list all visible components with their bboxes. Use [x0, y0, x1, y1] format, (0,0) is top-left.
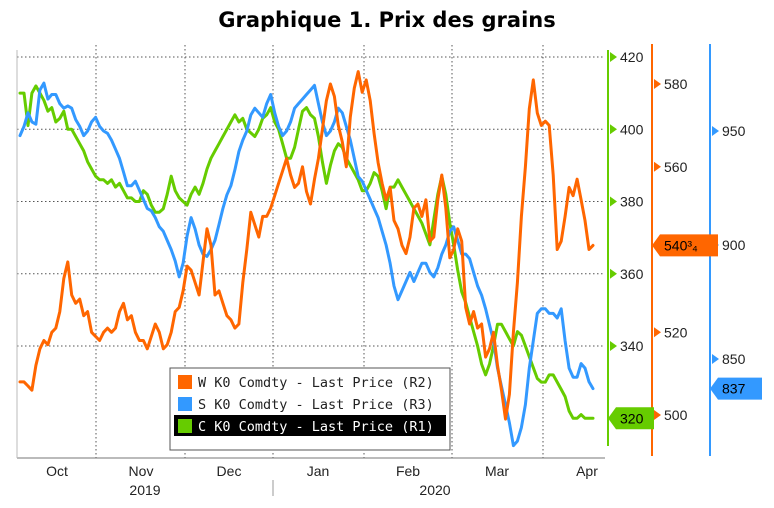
- tick-marker-icon: [610, 341, 617, 351]
- tick-marker-icon: [610, 268, 617, 279]
- legend: W K0 Comdty - Last Price (R2) S K0 Comdty…: [169, 367, 451, 451]
- series-line: [18, 84, 595, 420]
- tick-marker-icon: [712, 126, 719, 136]
- y-tick-label: 850: [722, 351, 746, 367]
- series-line: [18, 70, 595, 421]
- x-tick-label: Jan: [307, 463, 330, 479]
- x-tick-label: Feb: [396, 463, 420, 479]
- last-value-tag-box: [710, 377, 762, 400]
- y-tick-label: 400: [620, 121, 644, 137]
- y-tick-label: 360: [620, 266, 644, 282]
- last-value-tag-box: [652, 234, 718, 257]
- legend-swatch: [178, 397, 192, 411]
- tick-marker-icon: [610, 52, 617, 62]
- series-layer: [18, 70, 595, 448]
- tick-marker-icon: [610, 196, 617, 207]
- last-value-tag: 320: [608, 407, 654, 430]
- y-tick-label: 580: [664, 76, 688, 92]
- tick-marker-icon: [712, 354, 719, 364]
- y-tick-label: 900: [722, 237, 746, 253]
- x-tick-label: Dec: [217, 463, 242, 479]
- year-label: 2020: [419, 482, 450, 498]
- x-tick-label: Mar: [485, 463, 509, 479]
- legend-label: C K0 Comdty - Last Price (R1): [198, 419, 434, 435]
- last-value-tag-label: 837: [722, 381, 746, 397]
- last-value-tag: 540³₄: [652, 234, 718, 257]
- tick-marker-icon: [654, 327, 661, 338]
- legend-label: W K0 Comdty - Last Price (R2): [198, 375, 434, 391]
- last-value-tag-label: 540³₄: [664, 237, 698, 253]
- y-tick-label: 520: [664, 324, 688, 340]
- tick-marker-icon: [654, 79, 661, 89]
- y-tick-label: 950: [722, 123, 746, 139]
- year-label: 2019: [129, 482, 160, 498]
- y-tick-label: 500: [664, 407, 688, 423]
- x-tick-label: Nov: [129, 463, 154, 479]
- legend-highlight: [174, 415, 446, 436]
- legend-box: [169, 367, 451, 451]
- tick-marker-icon: [654, 161, 661, 172]
- chart-title: Graphique 1. Prix des grains: [218, 8, 556, 32]
- y-tick-label: 420: [620, 49, 644, 65]
- tick-marker-icon: [610, 124, 617, 135]
- y-tick-label: 340: [620, 338, 644, 354]
- legend-swatch: [178, 419, 192, 433]
- last-value-tag-box: [608, 407, 654, 430]
- y-tick-label: 560: [664, 159, 688, 175]
- legend-swatch: [178, 375, 192, 389]
- last-value-tag: 837: [710, 377, 762, 400]
- tick-marker-icon: [654, 410, 661, 420]
- x-tick-label: Apr: [576, 463, 598, 479]
- last-value-tag-label: 320: [620, 410, 644, 426]
- x-tick-label: Oct: [46, 463, 68, 479]
- axes-layer: Oct Nov Dec Jan Feb Mar Apr 2019 2020 340 360 380 40…: [46, 44, 762, 498]
- y-tick-label: 380: [620, 194, 644, 210]
- legend-label: S K0 Comdty - Last Price (R3): [198, 397, 434, 413]
